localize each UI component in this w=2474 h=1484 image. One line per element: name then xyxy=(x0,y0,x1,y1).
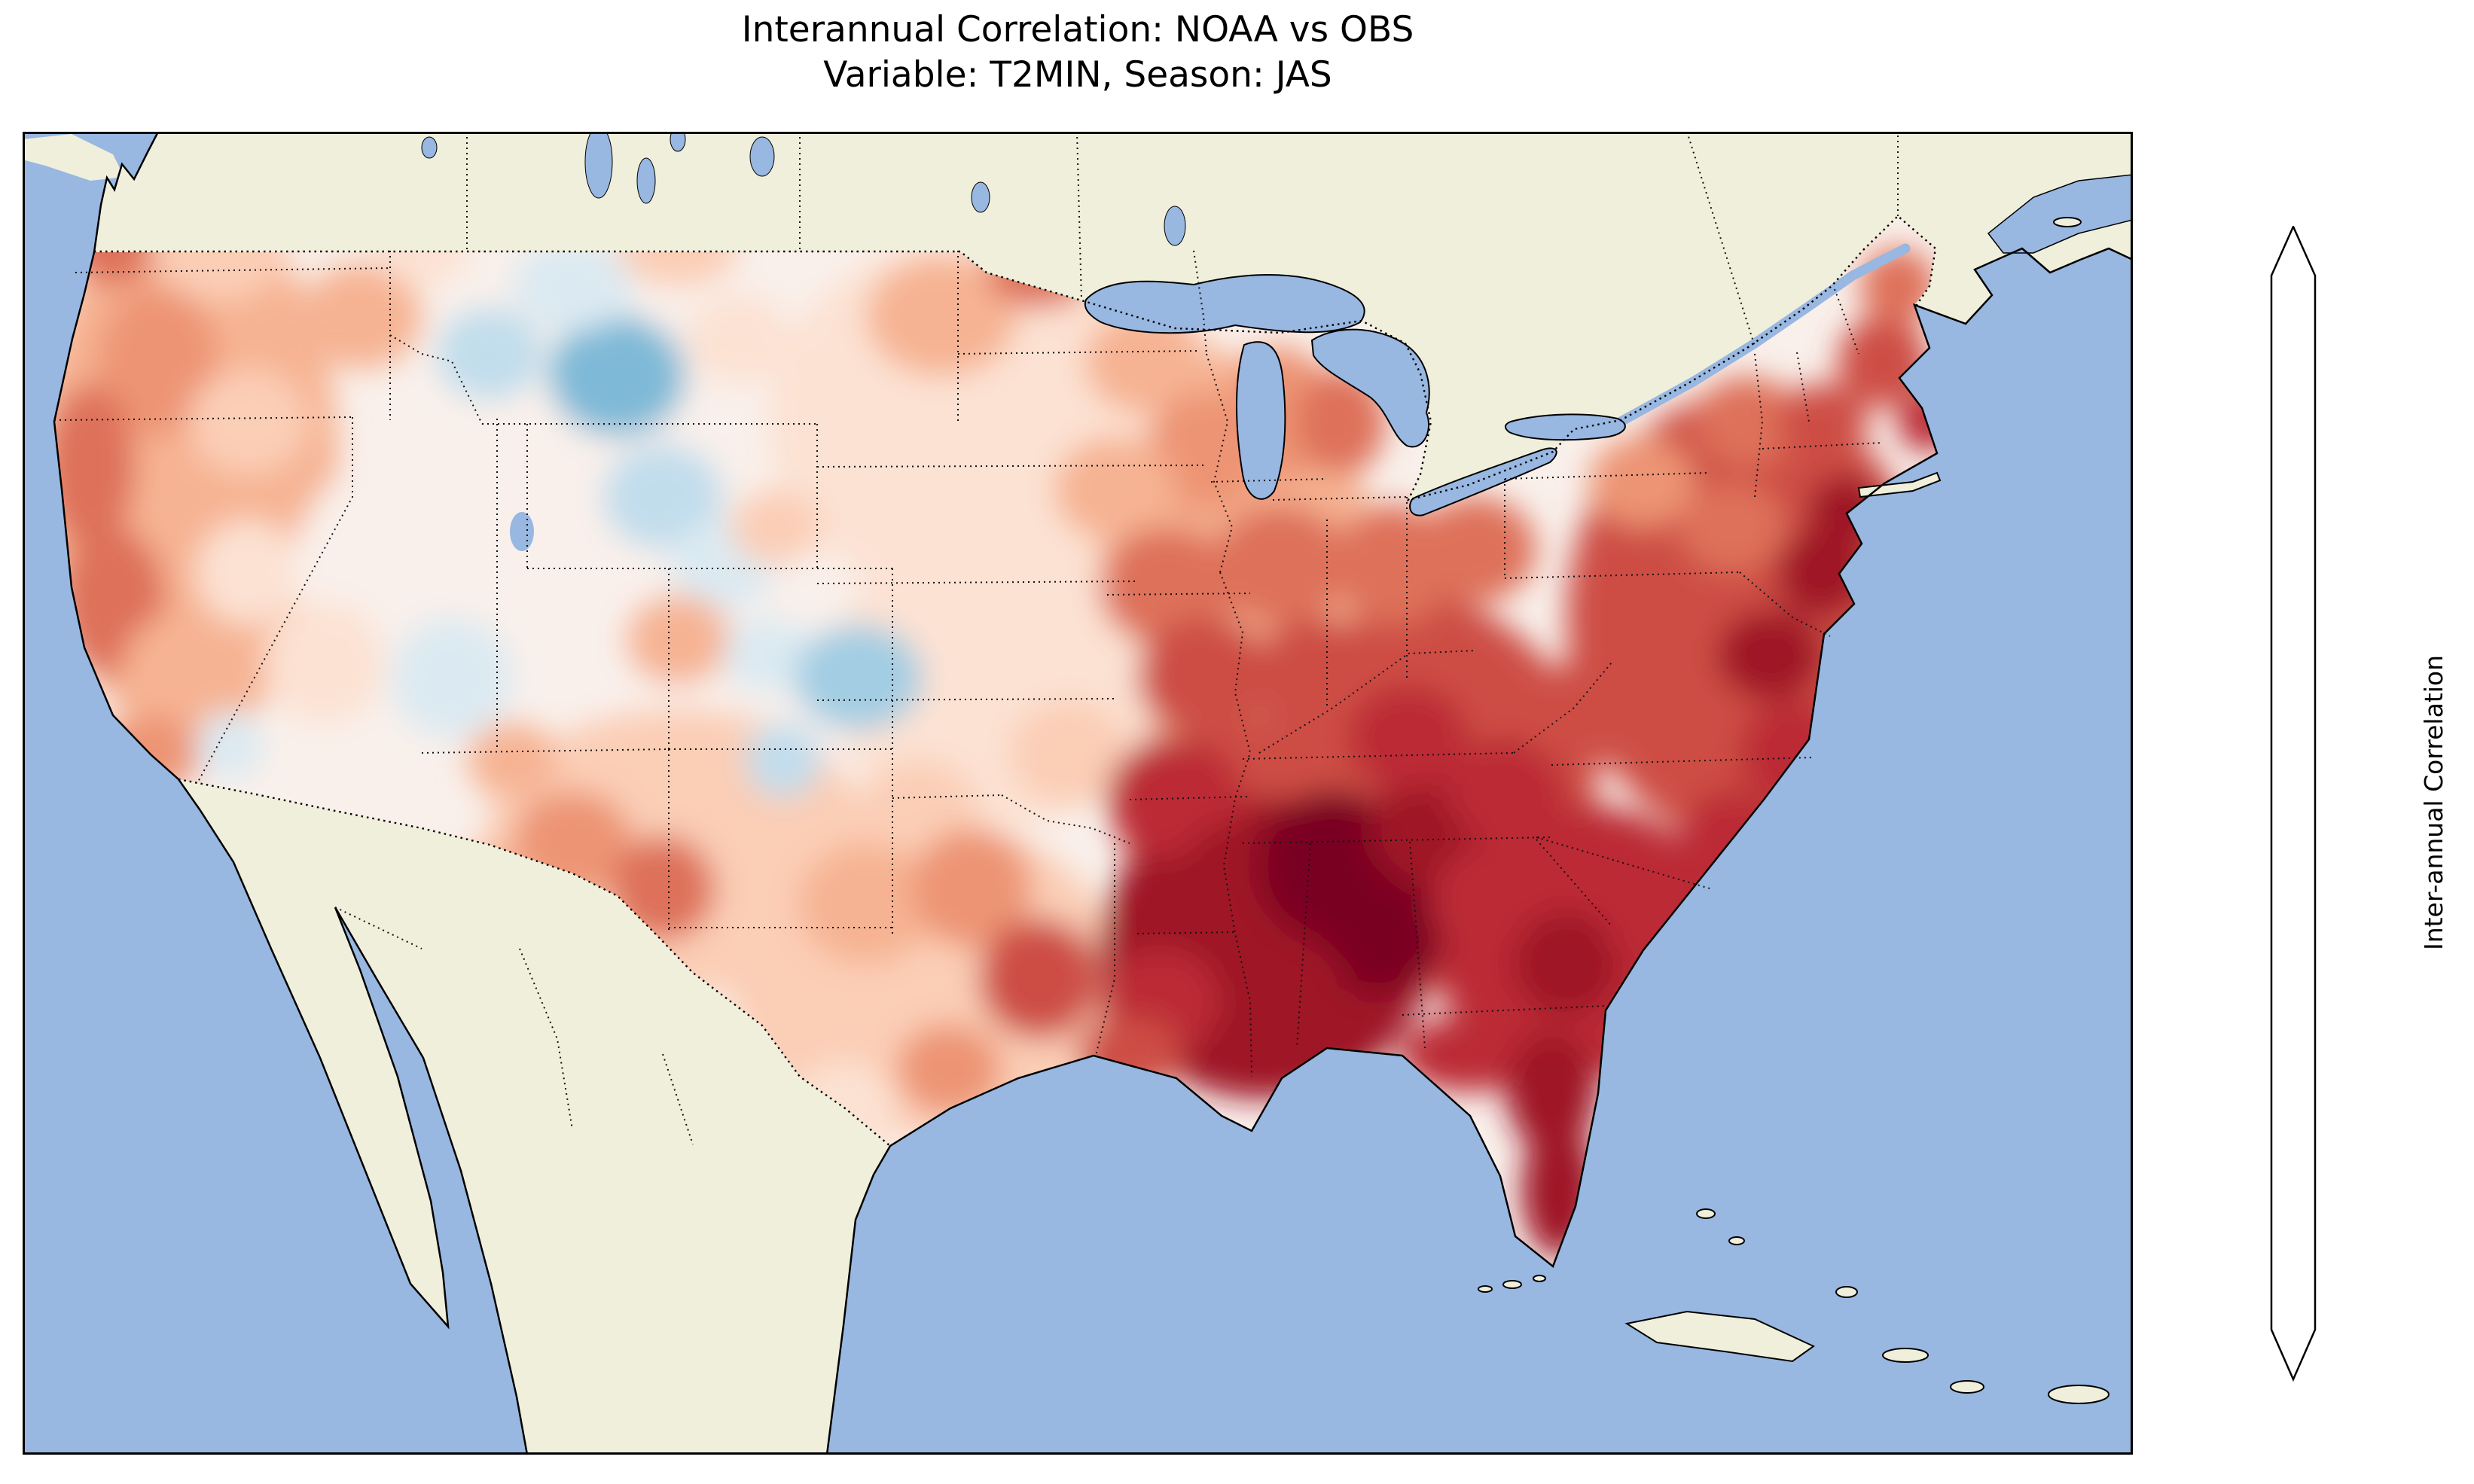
lake-huron xyxy=(1310,328,1430,448)
florida-keys xyxy=(1478,1285,1493,1293)
field-contour-blob xyxy=(1401,1016,1536,1092)
field-contour-blob xyxy=(264,602,384,723)
field-contour-blob xyxy=(731,489,821,565)
field-contour-blob xyxy=(1310,858,1446,994)
field-contour-blob xyxy=(550,316,685,437)
lake-superior xyxy=(1084,274,1365,334)
canada-lake xyxy=(971,181,990,213)
great-salt-lake xyxy=(510,512,534,551)
field-contour-blob xyxy=(196,712,264,779)
field-contour-blob xyxy=(1054,437,1175,542)
chart-title-line1: Interannual Correlation: NOAA vs OBS xyxy=(741,9,1414,50)
us-canada-border xyxy=(94,215,1937,501)
canada-lake xyxy=(421,136,438,159)
field-contour-blob xyxy=(1506,1031,1597,1152)
field-contour-blob xyxy=(693,783,783,873)
field-contour-blob xyxy=(746,723,821,798)
field-contour-blob xyxy=(602,444,723,550)
great-lakes xyxy=(1084,274,1626,517)
florida-keys xyxy=(1533,1275,1546,1282)
lake-ontario xyxy=(1505,413,1626,441)
bahamas-island xyxy=(1728,1236,1745,1245)
field-contour-blob xyxy=(392,617,512,738)
island xyxy=(1950,1380,1984,1394)
field-contour-blob xyxy=(301,264,422,369)
field-contour-blob xyxy=(437,309,542,399)
field-contour-blob xyxy=(911,828,1032,949)
island xyxy=(1835,1286,1858,1298)
field-contour-blob xyxy=(685,294,791,384)
map-frame xyxy=(23,132,2133,1455)
field-contour-blob xyxy=(1446,738,1566,843)
field-contour-blob xyxy=(188,369,309,474)
field-contour-blob xyxy=(120,610,256,745)
field-contour-blob xyxy=(1107,738,1243,858)
field-contour-blob xyxy=(625,595,731,685)
lake-manitoba xyxy=(636,157,656,204)
field-contour-blob xyxy=(1348,685,1469,791)
vancouver-island xyxy=(23,134,124,181)
lake-winnipeg xyxy=(584,132,613,199)
field-contour-blob xyxy=(979,919,1100,1039)
canada-mexico-admin-borders xyxy=(334,132,1899,1145)
colorbar-outline xyxy=(2270,226,2317,1382)
chart-title-line2: Variable: T2MIN, Season: JAS xyxy=(823,54,1332,96)
field-contour-blob xyxy=(1250,617,1386,738)
field-contour-blob xyxy=(1295,369,1386,474)
colorbar: Inter-annual Correlation xyxy=(2270,226,2448,1382)
florida-keys xyxy=(1502,1280,1522,1289)
lake-michigan xyxy=(1236,341,1286,500)
island xyxy=(1882,1348,1929,1363)
hispaniola xyxy=(2048,1385,2109,1404)
canada-lake xyxy=(749,136,775,177)
bahamas-island xyxy=(1696,1208,1716,1219)
field-contour-blob xyxy=(1009,700,1130,806)
coastline xyxy=(53,132,2133,1455)
field-contour-blob xyxy=(1213,504,1348,625)
long-island xyxy=(1857,471,1942,498)
colorbar-axis-label: Inter-annual Correlation xyxy=(2419,655,2448,950)
field-contour-blob xyxy=(610,836,715,941)
state-borders xyxy=(53,250,1884,1077)
field-contour-blob xyxy=(467,723,557,798)
field-contour-blob xyxy=(1431,843,1551,964)
field-contour-blob xyxy=(98,286,218,437)
field-contour-blob xyxy=(1717,610,1823,700)
field-contour-blob xyxy=(1137,617,1273,738)
field-contour-blob xyxy=(1084,309,1205,414)
field-contour-blob xyxy=(1416,497,1536,602)
field-contour-blob xyxy=(1521,663,1642,768)
field-contour-blob xyxy=(1679,482,1785,572)
lake-erie xyxy=(1409,447,1557,517)
field-contour-blob xyxy=(798,843,934,964)
field-contour-blob xyxy=(54,384,136,550)
field-contour-blob xyxy=(1695,376,1800,467)
lake-nipigon xyxy=(1164,206,1186,246)
islands xyxy=(1478,217,2109,1404)
prince-edward-island xyxy=(2053,217,2082,227)
small-lakes xyxy=(421,132,1186,551)
chart-title: Interannual Correlation: NOAA vs OBS Var… xyxy=(23,8,2133,98)
field-contour-blob xyxy=(896,1024,1002,1114)
field-contour-blob xyxy=(795,625,923,730)
field-contour-blob xyxy=(1777,384,1868,459)
field-contour-blob xyxy=(1589,437,1695,527)
correlation-map xyxy=(23,132,2133,1455)
field-contour-blob xyxy=(512,241,633,331)
field-contour-blob xyxy=(1514,911,1619,1016)
field-contour-blob xyxy=(723,617,813,693)
cuba xyxy=(1624,1310,1815,1363)
field-contour-blob xyxy=(866,256,1017,376)
field-contour-blob xyxy=(1604,610,1710,700)
field-contour-blob xyxy=(1213,934,1348,1054)
field-contour-blob xyxy=(1100,527,1235,648)
field-contour-blob xyxy=(196,520,301,625)
canada-lake xyxy=(670,132,686,152)
